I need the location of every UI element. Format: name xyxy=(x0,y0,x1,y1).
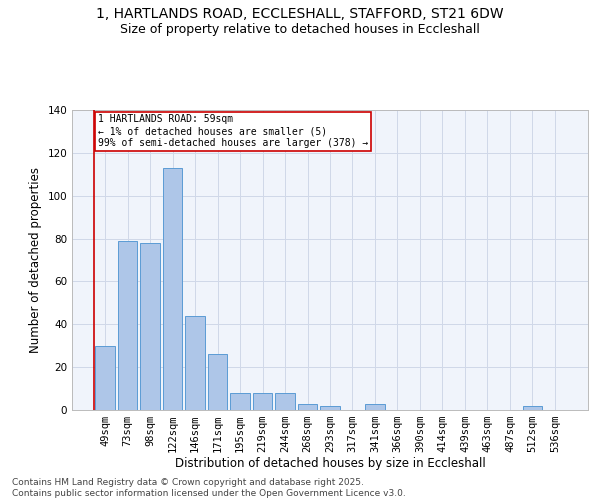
Text: 1 HARTLANDS ROAD: 59sqm
← 1% of detached houses are smaller (5)
99% of semi-deta: 1 HARTLANDS ROAD: 59sqm ← 1% of detached… xyxy=(98,114,368,148)
Y-axis label: Number of detached properties: Number of detached properties xyxy=(29,167,42,353)
Bar xyxy=(320,406,340,410)
Bar xyxy=(95,346,115,410)
Bar xyxy=(275,393,295,410)
Bar xyxy=(118,240,137,410)
Text: Contains HM Land Registry data © Crown copyright and database right 2025.
Contai: Contains HM Land Registry data © Crown c… xyxy=(12,478,406,498)
Bar xyxy=(365,404,385,410)
Text: 1, HARTLANDS ROAD, ECCLESHALL, STAFFORD, ST21 6DW: 1, HARTLANDS ROAD, ECCLESHALL, STAFFORD,… xyxy=(96,8,504,22)
Bar xyxy=(163,168,182,410)
Bar xyxy=(298,404,317,410)
Bar xyxy=(253,393,272,410)
Bar xyxy=(523,406,542,410)
Bar xyxy=(208,354,227,410)
X-axis label: Distribution of detached houses by size in Eccleshall: Distribution of detached houses by size … xyxy=(175,456,485,469)
Text: Size of property relative to detached houses in Eccleshall: Size of property relative to detached ho… xyxy=(120,22,480,36)
Bar xyxy=(185,316,205,410)
Bar xyxy=(140,243,160,410)
Bar xyxy=(230,393,250,410)
